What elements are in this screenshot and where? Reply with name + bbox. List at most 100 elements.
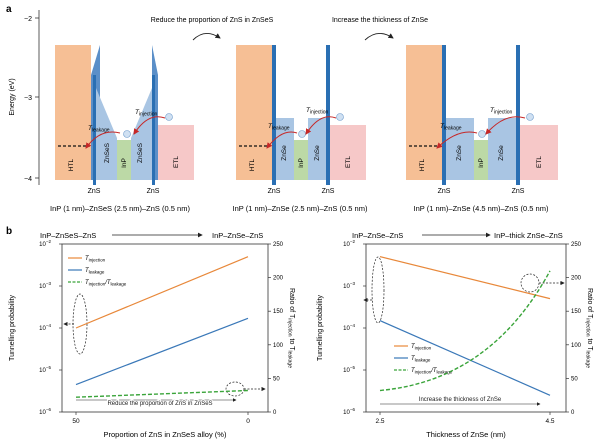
chart-right: InP–ZnSe–ZnS InP–thick ZnSe–ZnS Tunnelli… (317, 231, 593, 439)
ylabel: Tunnelling probability (9, 295, 16, 361)
t-injection-label: Tinjection (490, 107, 513, 116)
legend-injection: Tinjection (411, 344, 432, 351)
series-ratio-line (379, 270, 551, 392)
shell-band (488, 118, 516, 180)
t-leakage-label: Tleakage (440, 123, 462, 132)
shell-band (96, 88, 117, 180)
y2-tick-label: 50 (571, 376, 578, 382)
zns-label: ZnS (147, 188, 160, 195)
y2-tick-label: 0 (571, 410, 575, 416)
series-leakage-line (379, 320, 551, 396)
chart-left: InP–ZnSeS–ZnS InP–ZnSe–ZnS Tunnelling pr… (9, 231, 295, 439)
htl-band (55, 45, 91, 180)
panel-a-ylabel: Energy (eV) (9, 78, 16, 115)
diagram-title: InP (1 nm)–ZnSe (4.5 nm)–ZnS (0.5 nm) (414, 204, 549, 213)
x-tick-label: 4.5 (545, 418, 554, 425)
y2-tick-label: 200 (273, 276, 284, 282)
x-tick-label: 50 (72, 418, 80, 425)
layer-label: ZnSeS (104, 142, 111, 163)
shell-band (131, 88, 152, 180)
etl-band (158, 125, 194, 180)
y2-tick-label: 50 (273, 376, 280, 382)
y2-tick-label: 0 (273, 410, 277, 416)
injection-arrow (305, 116, 337, 135)
series-injection-line (379, 256, 551, 300)
zns-line (152, 75, 155, 185)
zns-line (93, 75, 96, 185)
y-tick-label: 10−5 (343, 365, 355, 374)
electron-dot (123, 130, 131, 138)
electron-dot (336, 113, 344, 121)
inp-band (474, 140, 488, 180)
y2-tick-label: 250 (571, 242, 582, 248)
layer-label: ZnSeS (137, 142, 144, 163)
y-tick-label: 10−3 (39, 281, 51, 290)
t-leakage-label: Tleakage (268, 123, 290, 132)
y-tick-label: 10−4 (343, 323, 355, 332)
callout-ellipse (371, 256, 385, 324)
panel-a-ytick: −3 (24, 95, 32, 102)
legend: Tinjection Tleakage Tinjection/Tleakage (394, 344, 453, 375)
leakage-arrow (436, 131, 478, 149)
callout-ellipse (520, 273, 540, 293)
shell-band (276, 118, 294, 180)
htl-band (406, 45, 442, 180)
layer-label: ZnSe (456, 145, 463, 161)
ylabel: Tunnelling probability (317, 295, 324, 361)
inp-band (117, 140, 131, 180)
chart-right-top-left: InP–ZnSe–ZnS (352, 231, 403, 240)
y2label: Ratio of Tinjection to Tleakage (585, 288, 594, 368)
series-leakage-line (75, 317, 249, 386)
leakage-arrow (85, 131, 121, 149)
layer-label: ETL (173, 156, 180, 168)
electron-dot (478, 130, 486, 138)
t-injection-label: Tinjection (135, 109, 158, 118)
band-diagram-2: Tleakage Tinjection HTL ZnSe InP ZnSe ET… (233, 45, 368, 213)
y2-tick-label: 150 (571, 309, 582, 315)
process-arrow-1: Reduce the proportion of ZnS in ZnSeS (151, 17, 274, 41)
inner-arrow-text: Reduce the proportion of ZnS in ZnSeS (107, 401, 212, 407)
layer-label: HTL (419, 158, 426, 171)
x-tick-label: 2.5 (375, 418, 384, 425)
t-injection-label: Tinjection (306, 107, 329, 116)
callout-ellipse (225, 381, 245, 397)
y2-tick-label: 100 (273, 343, 284, 349)
y-tick-label: 10−2 (39, 239, 51, 248)
inp-band (294, 140, 308, 180)
y-tick-label: 10−5 (39, 365, 51, 374)
panel-a-label: a (6, 4, 12, 15)
inner-arrow-text: Increase the thickness of ZnSe (419, 397, 502, 403)
injection-arrow (485, 116, 526, 135)
zns-label: ZnS (88, 188, 101, 195)
diagram-title: InP (1 nm)–ZnSeS (2.5 nm)–ZnS (0.5 nm) (50, 204, 190, 213)
y-tick-label: 10−6 (39, 407, 51, 416)
y2-tick-label: 200 (571, 276, 582, 282)
band-diagram-3: Tleakage Tinjection HTL ZnSe InP ZnSe ET… (406, 45, 558, 213)
xlabel: Thickness of ZnSe (nm) (426, 430, 506, 439)
etl-band (330, 125, 366, 180)
zns-line (272, 45, 276, 185)
panel-a-ytick: −4 (24, 176, 32, 183)
layer-label: InP (298, 158, 305, 168)
process-arrow-2-text: Increase the thickness of ZnSe (332, 17, 428, 24)
layer-label: ETL (536, 156, 543, 168)
y-tick-label: 10−4 (39, 323, 51, 332)
zns-label: ZnS (512, 188, 525, 195)
x-tick-label: 0 (246, 418, 250, 425)
layer-label: ZnSe (281, 145, 288, 161)
t-leakage-label: Tleakage (88, 125, 110, 134)
inner-arrow: Reduce the proportion of ZnS in ZnSeS (76, 398, 237, 408)
band-diagram-1: Tleakage Tinjection HTL ZnSeS InP ZnSeS … (50, 45, 194, 213)
process-arrow-1-text: Reduce the proportion of ZnS in ZnSeS (151, 17, 274, 24)
zns-line (516, 45, 520, 185)
legend-ratio: Tinjection/Tleakage (411, 368, 453, 375)
layer-label: InP (478, 158, 485, 168)
layer-label: HTL (68, 158, 75, 171)
leakage-arrow (266, 131, 298, 149)
shell-band (308, 118, 326, 180)
panel-a-axis: −2 −3 −4 Energy (eV) (9, 10, 40, 185)
legend-ratio: Tinjection/Tleakage (85, 280, 127, 287)
chart-left-top-left: InP–ZnSeS–ZnS (40, 231, 96, 240)
y2-tick-label: 100 (571, 343, 582, 349)
